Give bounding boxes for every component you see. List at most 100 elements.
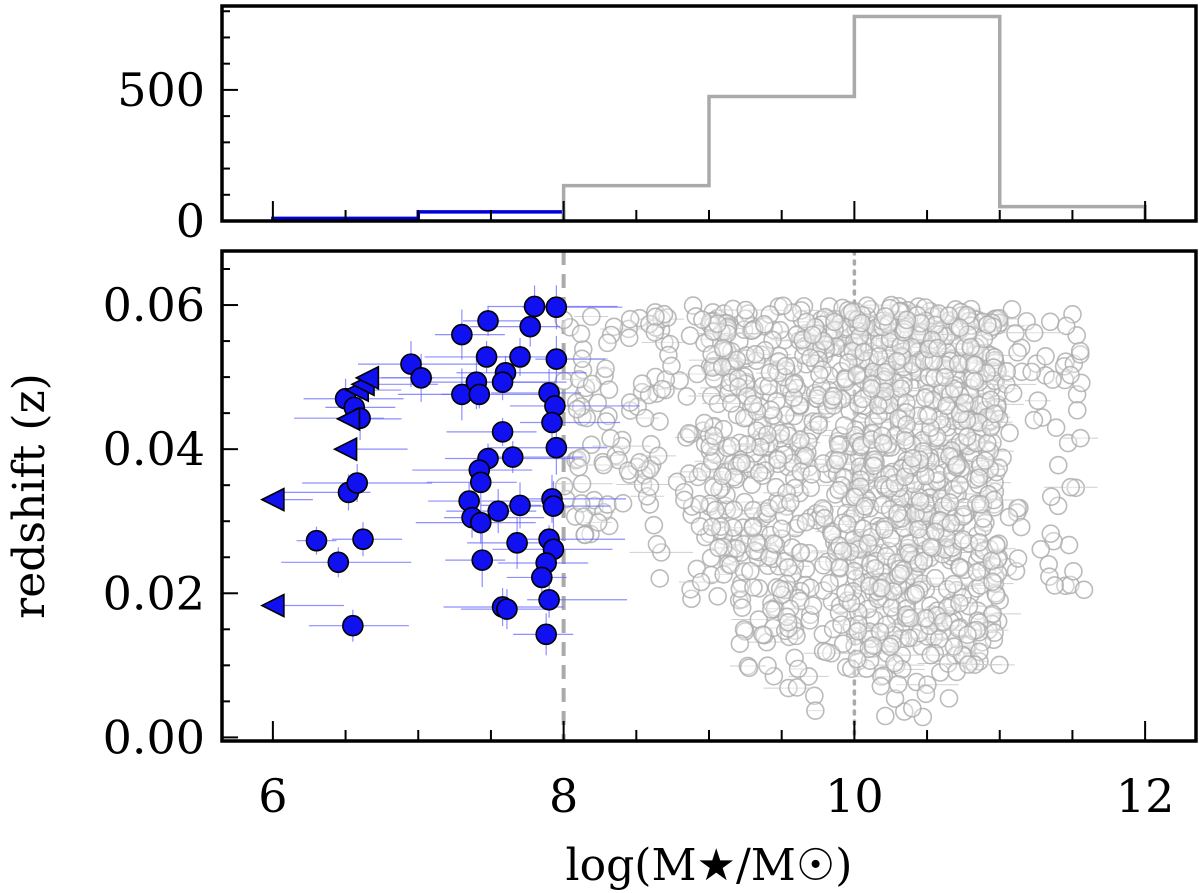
gray-point — [713, 466, 732, 486]
gray-point — [575, 525, 594, 545]
gray-point — [737, 435, 757, 454]
histogram-bars — [271, 14, 1147, 221]
gray-point — [788, 659, 808, 679]
gray-point — [918, 406, 938, 425]
gray-point — [948, 354, 968, 374]
gray-point — [899, 628, 919, 648]
gray-point — [759, 376, 779, 396]
gray-point — [876, 706, 895, 726]
gray-point — [868, 396, 888, 415]
gray-point — [760, 363, 780, 382]
gray-point — [596, 359, 615, 379]
gray-point — [1024, 323, 1044, 343]
gray-point — [778, 613, 798, 632]
gray-point — [803, 596, 823, 615]
gray-point — [929, 629, 949, 649]
gray-point — [974, 329, 994, 349]
gray-point — [722, 394, 741, 413]
gray-point — [1061, 575, 1080, 595]
x-axis-label: log(M★/M☉) — [566, 840, 853, 891]
gray-point — [776, 356, 796, 376]
gray-point — [921, 645, 941, 665]
blue-point — [506, 532, 528, 554]
gray-point — [862, 379, 881, 398]
gray-point — [885, 474, 905, 493]
gray-point — [940, 493, 960, 512]
gray-point — [978, 433, 997, 453]
gray-point — [1064, 562, 1083, 581]
gray-point — [984, 490, 1004, 510]
gray-point — [967, 562, 987, 582]
gray-point — [973, 509, 993, 528]
gray-point — [645, 323, 665, 342]
gray-point — [1059, 535, 1079, 555]
gray-point — [873, 434, 893, 453]
gray-point — [755, 314, 774, 334]
gray-point — [619, 328, 639, 348]
gray-point — [830, 536, 849, 556]
gray-point — [736, 300, 756, 320]
gray-point — [801, 478, 821, 498]
gray-point — [782, 538, 802, 557]
blue-point — [477, 310, 499, 332]
gray-point — [1041, 524, 1061, 544]
gray-point — [838, 515, 857, 534]
gray-point — [958, 655, 978, 674]
gray-point — [947, 455, 966, 475]
gray-point — [939, 689, 959, 708]
gray-point — [732, 453, 751, 472]
blue-point — [451, 323, 473, 346]
gray-point — [753, 625, 773, 645]
blue-point — [469, 511, 492, 534]
gray-point — [709, 538, 728, 558]
gray-point — [741, 561, 760, 581]
gray-point — [891, 564, 910, 584]
gray-point — [986, 535, 1006, 555]
gray-point — [1028, 391, 1048, 411]
gray-point — [958, 427, 977, 447]
gray-point — [880, 637, 900, 657]
gray-point — [864, 456, 884, 476]
gray-point — [939, 306, 959, 325]
gray-point — [1067, 385, 1087, 404]
gray-point — [842, 659, 861, 679]
gray-point — [640, 477, 660, 496]
gray-point — [916, 684, 936, 704]
gray-point — [650, 412, 669, 431]
gray-point — [1036, 346, 1055, 366]
blue-point — [468, 383, 491, 406]
gray-point — [1008, 343, 1027, 362]
gray-point — [836, 583, 855, 603]
gray-point — [820, 573, 839, 593]
scatter-y-tick-label: 0.02 — [103, 566, 205, 620]
gray-point — [744, 578, 763, 597]
gray-point — [582, 435, 601, 455]
gray-point — [985, 623, 1004, 642]
gray-point — [702, 344, 721, 364]
gray-point — [724, 500, 743, 520]
gray-point — [764, 534, 784, 553]
gray-point — [869, 406, 888, 425]
gray-point — [596, 412, 616, 431]
gray-point — [828, 451, 847, 470]
gray-point — [901, 456, 921, 475]
gray-point — [554, 477, 574, 496]
gray-point — [613, 494, 633, 513]
gray-point — [1040, 312, 1060, 332]
gray-point — [722, 436, 741, 456]
gray-point — [778, 558, 798, 577]
gray-point — [1040, 567, 1059, 586]
gray-point — [810, 365, 829, 384]
gray-point — [768, 450, 787, 470]
gray-point — [926, 315, 945, 335]
gray-point — [997, 362, 1017, 381]
gray-point — [1011, 517, 1031, 537]
gray-point — [817, 642, 836, 662]
gray-point — [875, 520, 894, 539]
gray-point — [984, 630, 1004, 650]
gray-point — [958, 625, 977, 645]
gray-point — [803, 325, 822, 345]
gray-point — [1000, 423, 1019, 443]
gray-point — [914, 351, 934, 371]
